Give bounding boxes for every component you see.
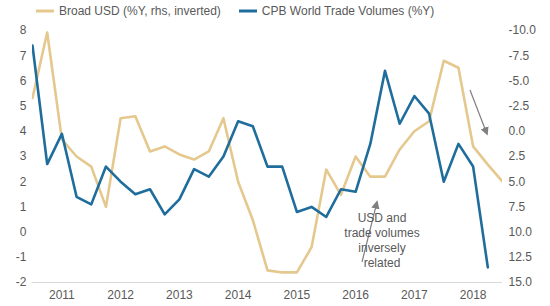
svg-text:-10.0: -10.0 [509, 23, 537, 37]
svg-text:-1: -1 [16, 250, 27, 264]
svg-text:0.0: 0.0 [509, 124, 526, 138]
svg-text:USD andtrade volumesinverselyr: USD andtrade volumesinverselyrelated [344, 211, 419, 270]
svg-text:2018: 2018 [460, 288, 487, 302]
svg-text:2.5: 2.5 [509, 149, 526, 163]
svg-text:8: 8 [20, 23, 27, 37]
svg-text:2011: 2011 [49, 288, 75, 302]
svg-text:2015: 2015 [284, 288, 311, 302]
svg-text:5: 5 [20, 99, 27, 113]
svg-text:7.5: 7.5 [509, 200, 526, 214]
html-text:Broad USD (%Y, rhs, inverted): Broad USD (%Y, rhs, inverted) [59, 4, 221, 18]
svg-text:10.0: 10.0 [509, 225, 533, 239]
svg-text:-7.5: -7.5 [509, 49, 530, 63]
svg-text:-2: -2 [16, 275, 27, 289]
svg-text:6: 6 [20, 74, 27, 88]
svg-text:2016: 2016 [342, 288, 369, 302]
svg-text:0: 0 [20, 225, 27, 239]
svg-text:15.0: 15.0 [509, 275, 533, 289]
html-text:CPB World Trade Volumes (%Y): CPB World Trade Volumes (%Y) [261, 4, 435, 18]
svg-text:2017: 2017 [401, 288, 428, 302]
svg-text:-2.5: -2.5 [509, 99, 530, 113]
svg-text:3: 3 [20, 149, 27, 163]
svg-text:7: 7 [20, 49, 27, 63]
svg-text:12.5: 12.5 [509, 250, 533, 264]
svg-text:4: 4 [20, 124, 27, 138]
svg-text:2014: 2014 [225, 288, 252, 302]
svg-text:2: 2 [20, 175, 27, 189]
svg-text:-5.0: -5.0 [509, 74, 530, 88]
svg-text:2012: 2012 [107, 288, 134, 302]
svg-text:1: 1 [20, 200, 27, 214]
svg-text:5.0: 5.0 [509, 175, 526, 189]
svg-text:2013: 2013 [166, 288, 193, 302]
